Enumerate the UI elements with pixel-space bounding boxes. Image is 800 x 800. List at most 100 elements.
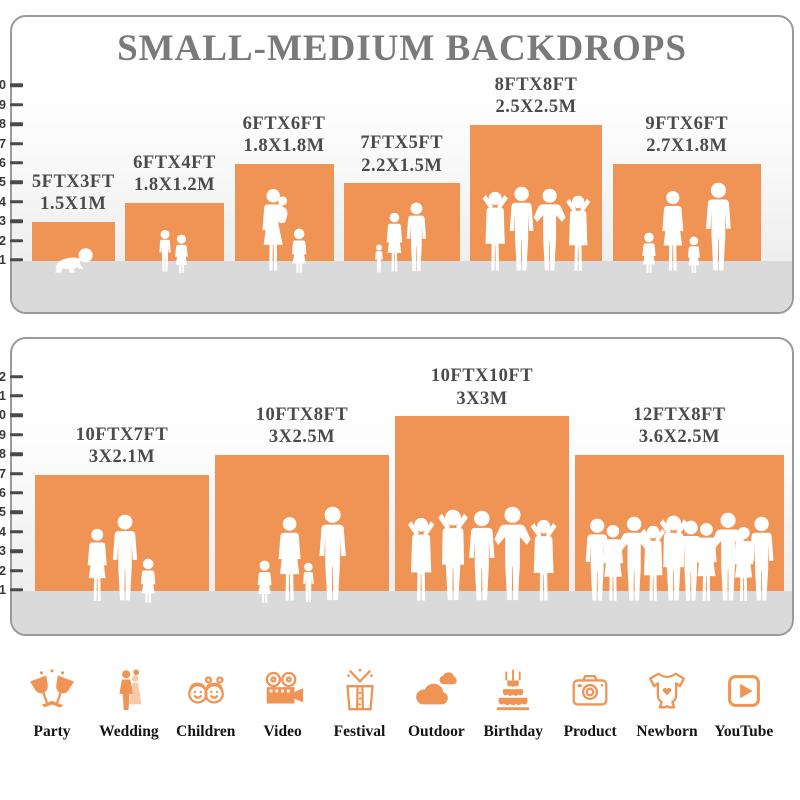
y-tick-mark-2 [10, 568, 23, 573]
y-tick-mark-5 [10, 510, 23, 515]
y-tick-label-2: 2 [0, 563, 6, 578]
y-tick-label-9: 9 [0, 97, 6, 112]
y-tick-mark-7 [10, 471, 23, 476]
y-tick-label-6: 6 [0, 156, 6, 170]
video-icon [265, 671, 304, 705]
youtube-icon [727, 675, 760, 707]
category-festival: Festival [322, 668, 398, 741]
category-label: Outdoor [407, 723, 465, 740]
y-tick-label-3: 3 [0, 544, 6, 559]
y-tick-label-6: 6 [0, 486, 6, 500]
person-silhouette-woman-arms-up [565, 195, 590, 271]
y-tick-label-8: 8 [0, 117, 6, 132]
y-tick-mark-8 [10, 122, 23, 126]
backdrop-size-ft: 6FTX4FT [133, 152, 216, 173]
category-row: Party Wedding Children Video Festival Outdoor… [0, 668, 800, 741]
category-wedding: Wedding [91, 668, 167, 741]
category-video: Video [245, 668, 321, 741]
y-tick-label-11: 11 [0, 389, 6, 403]
product-icon [572, 674, 608, 706]
y-tick-mark-6 [10, 161, 23, 165]
panel-floor [12, 261, 792, 312]
y-tick-label-10: 10 [0, 78, 6, 93]
backdrop-size-ft: 10FTX8FT [255, 405, 349, 426]
category-newborn: Newborn [629, 668, 705, 741]
y-tick-mark-4 [10, 200, 23, 204]
y-tick-mark-5 [10, 180, 23, 185]
person-silhouette-man [706, 182, 731, 271]
backdrop-bar-9ftx6ft [612, 164, 761, 261]
category-label: YouTube [714, 723, 774, 740]
children-icon [187, 676, 224, 704]
y-tick-mark-6 [10, 491, 23, 495]
newborn-icon [649, 672, 685, 709]
y-tick-mark-1 [10, 258, 23, 262]
y-tick-label-2: 2 [0, 233, 6, 248]
category-party: Party [14, 668, 90, 741]
category-label: Birthday [483, 723, 543, 740]
backdrop-size-label: 10FTX10FT 3X3M [367, 365, 597, 409]
y-tick-label-12: 12 [0, 369, 6, 384]
backdrop-size-ft: 5FTX3FT [31, 172, 115, 193]
category-label: Video [263, 723, 302, 740]
person-silhouette-girl [175, 234, 188, 273]
y-tick-label-4: 4 [0, 194, 6, 209]
backdrop-size-label: 9FTX6FT 2.7X1.8M [572, 113, 800, 157]
category-product: Product [552, 668, 628, 741]
y-tick-mark-7 [10, 141, 23, 146]
outdoor-icon [416, 672, 458, 705]
backdrop-size-m: 2.5X2.5M [495, 97, 577, 118]
medium-backdrops-panel: 123456789101112 10FTX7FT3X2.1M10FTX8FT3X… [0, 337, 794, 636]
person-silhouette-woman-arms-up [530, 519, 557, 601]
y-tick-label-5: 5 [0, 175, 6, 190]
backdrop-bar-5ftx3ft [32, 222, 115, 261]
y-tick-mark-9 [10, 433, 23, 437]
panel-floor [12, 591, 792, 634]
backdrop-size-label: 10FTX7FT 3X2.1M [7, 424, 237, 468]
y-tick-label-4: 4 [0, 524, 6, 539]
y-tick-mark-3 [10, 549, 23, 553]
backdrop-size-label: 6FTX6FT 1.8X1.8M [169, 113, 399, 157]
y-tick-mark-12 [10, 374, 23, 379]
y-tick-label-1: 1 [0, 583, 6, 597]
page-title: SMALL-MEDIUM BACKDROPS [117, 28, 687, 69]
backdrop-size-ft: 8FTX8FT [494, 75, 578, 96]
y-tick-label-8: 8 [0, 447, 6, 462]
festival-icon [345, 668, 374, 711]
person-silhouette-baby-crawling [54, 248, 93, 273]
backdrop-size-m: 1.8X1.2M [133, 174, 216, 195]
category-youtube: YouTube [706, 668, 782, 741]
backdrop-bar-7ftx5ft [344, 183, 460, 261]
backdrop-size-label: 12FTX8FT 3.6X2.5M [564, 404, 794, 448]
person-silhouette-man [319, 506, 347, 601]
backdrop-size-ft: 6FTX6FT [242, 114, 326, 134]
backdrop-bar-6ftx4ft [125, 202, 224, 261]
backdrop-bar-10ftx8ft [215, 455, 389, 591]
backdrop-size-ft: 10FTX10FT [430, 366, 534, 387]
small-medium-backdrops-panel: SMALL-MEDIUM BACKDROPS 1 2 3 4 5 6 7 8 9 10 5FTX3… [0, 15, 794, 314]
birthday-icon [496, 669, 531, 712]
backdrop-size-m: 2.7X1.8M [646, 136, 728, 157]
y-tick-label-1: 1 [0, 253, 6, 267]
backdrop-size-label: 6FTX4FT 1.8X1.2M [60, 152, 290, 196]
category-label: Party [33, 723, 71, 740]
y-tick-label-5: 5 [0, 505, 6, 520]
y-tick-mark-4 [10, 530, 23, 534]
y-tick-mark-1 [10, 588, 23, 592]
backdrop-size-m: 3.6X2.5M [638, 427, 720, 448]
backdrop-size-m: 2.2X1.5M [361, 155, 443, 176]
y-tick-mark-11 [10, 394, 23, 398]
y-tick-mark-8 [10, 452, 23, 456]
backdrop-size-m: 3X2.1M [88, 446, 156, 467]
backdrop-size-label: 7FTX5FT 2.2X1.5M [287, 132, 517, 176]
person-silhouette-girl [291, 228, 307, 273]
backdrop-size-label: 8FTX8FT 2.5X2.5M [421, 74, 651, 118]
category-label: Product [563, 723, 617, 740]
y-tick-mark-3 [10, 219, 23, 223]
wedding-icon [119, 669, 142, 711]
y-tick-mark-9 [10, 103, 23, 107]
backdrop-size-label: 5FTX3FT 1.5X1M [0, 171, 188, 215]
category-label: Festival [333, 723, 386, 740]
backdrop-size-m: 3X3M [456, 388, 508, 409]
backdrop-size-ft: 12FTX8FT [633, 405, 726, 426]
